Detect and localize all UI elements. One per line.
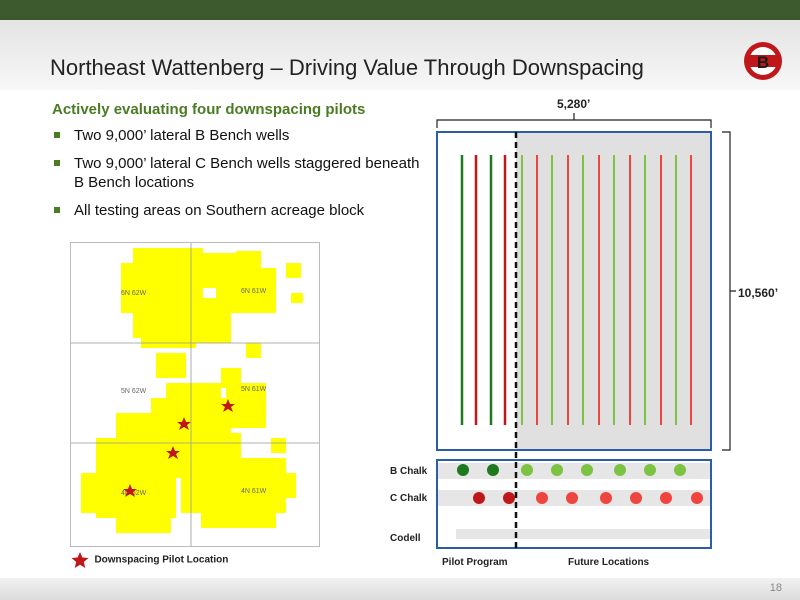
footer-band <box>0 578 800 600</box>
width-bracket <box>436 113 712 128</box>
future-b-well <box>644 464 656 476</box>
page-title: Northeast Wattenberg – Driving Value Thr… <box>50 55 644 80</box>
future-b-well <box>581 464 593 476</box>
pilot-location-star <box>166 446 180 459</box>
future-c-well <box>600 492 612 504</box>
pilot-b-well <box>487 464 499 476</box>
section-subtitle: Actively evaluating four downspacing pil… <box>52 101 366 118</box>
page-number: 18 <box>769 582 782 594</box>
star-icon <box>71 552 89 568</box>
bullet-marker <box>54 132 60 138</box>
pilot-laterals <box>460 155 507 425</box>
future-b-well <box>614 464 626 476</box>
pilot-stars <box>123 399 235 497</box>
company-logo: B <box>744 42 782 80</box>
pilot-location-star <box>123 484 137 497</box>
c-chalk-wells <box>473 492 703 504</box>
width-dimension-label: 5,280’ <box>557 97 591 111</box>
bullet-item: Two 9,000’ lateral C Bench wells stagger… <box>52 154 432 192</box>
township-grid <box>71 243 319 546</box>
future-b-well <box>674 464 686 476</box>
header-band <box>0 20 800 90</box>
acreage-map: 6N 62W 6N 61W 5N 62W 5N 61W 4N 62W 4N 61… <box>70 242 320 547</box>
codell-band <box>456 529 710 539</box>
logo-letter: B <box>757 53 769 72</box>
future-b-well <box>521 464 533 476</box>
bullet-marker <box>54 207 60 213</box>
bullet-item: All testing areas on Southern acreage bl… <box>52 201 432 220</box>
future-c-well <box>691 492 703 504</box>
bullet-text: All testing areas on Southern acreage bl… <box>74 202 365 219</box>
c-chalk-label: C Chalk <box>390 493 428 504</box>
future-c-well <box>566 492 578 504</box>
b-chalk-wells <box>457 464 686 476</box>
future-c-well <box>660 492 672 504</box>
bullet-item: Two 9,000’ lateral B Bench wells <box>52 126 432 145</box>
pilot-c-well <box>503 492 515 504</box>
pilot-program-label: Pilot Program <box>442 557 508 568</box>
b-chalk-band <box>438 463 710 479</box>
map-legend: Downspacing Pilot Location <box>70 551 228 569</box>
codell-label: Codell <box>390 533 421 544</box>
township-label: 5N 61W <box>241 386 267 393</box>
future-locations-label: Future Locations <box>568 557 650 568</box>
top-bar <box>0 0 800 20</box>
future-laterals <box>521 155 692 425</box>
future-c-well <box>630 492 642 504</box>
height-bracket <box>722 131 736 451</box>
b-chalk-label: B Chalk <box>390 466 428 477</box>
future-c-well <box>536 492 548 504</box>
bullet-text: Two 9,000’ lateral B Bench wells <box>74 127 290 144</box>
bullet-marker <box>54 160 60 166</box>
bullet-list: Two 9,000’ lateral B Bench wells Two 9,0… <box>52 126 432 229</box>
pilot-location-star <box>221 399 235 412</box>
township-label: 6N 61W <box>241 288 267 295</box>
height-dimension-label: 10,560’ <box>738 286 779 300</box>
township-label: 5N 62W <box>121 388 147 395</box>
future-b-well <box>551 464 563 476</box>
bullet-text: Two 9,000’ lateral C Bench wells stagger… <box>74 155 420 191</box>
pilot-c-well <box>473 492 485 504</box>
township-label: 4N 62W <box>121 490 147 497</box>
township-label: 6N 62W <box>121 290 147 297</box>
legend-label: Downspacing Pilot Location <box>94 554 229 566</box>
pilot-location-star <box>177 417 191 430</box>
pilot-b-well <box>457 464 469 476</box>
township-label: 4N 61W <box>241 488 267 495</box>
